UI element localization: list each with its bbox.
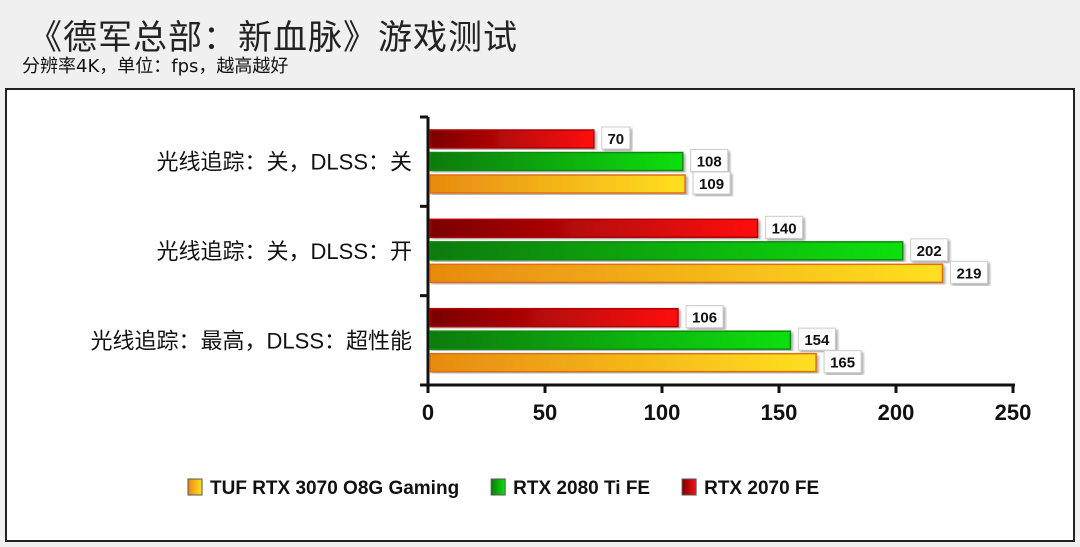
bar-tuf-rtx-3070-o8g-gaming: [429, 174, 686, 194]
x-tick-label: 150: [761, 400, 798, 425]
data-label: 219: [956, 265, 981, 282]
data-label: 154: [804, 332, 830, 349]
chart-title: 《德军总部：新血脉》游戏测试: [28, 18, 518, 58]
bar-tuf-rtx-3070-o8g-gaming: [429, 352, 817, 373]
bar-rtx-2070-fe: [429, 307, 679, 328]
x-tick-label: 50: [533, 400, 557, 425]
data-label: 202: [917, 243, 942, 260]
chart-subtitle: 分辨率4K，单位：fps，越高越好: [22, 56, 289, 77]
x-tick-label: 100: [644, 400, 681, 425]
data-label: 70: [607, 131, 624, 148]
bar-rtx-2080-ti-fe: [429, 151, 684, 172]
bar-rtx-2070-fe: [429, 218, 759, 239]
data-label-box: [765, 215, 804, 239]
data-label-box: [692, 171, 731, 195]
data-label: 108: [697, 154, 722, 171]
legend-label: RTX 2070 FE: [704, 478, 819, 499]
category-label: 光线追踪：最高，DLSS：超性能: [91, 328, 412, 353]
data-label: 140: [772, 220, 797, 237]
data-label-box: [949, 260, 988, 284]
data-label-box: [823, 350, 862, 374]
data-label-box: [797, 327, 836, 351]
data-label: 165: [830, 355, 855, 372]
legend-swatch: [187, 478, 203, 496]
legend-label: TUF RTX 3070 O8G Gaming: [210, 478, 459, 499]
data-label-box: [685, 305, 724, 329]
legend-label: RTX 2080 Ti FE: [513, 478, 650, 499]
bar-rtx-2080-ti-fe: [429, 241, 904, 261]
x-tick-label: 250: [995, 400, 1032, 425]
bar-rtx-2070-fe: [429, 129, 595, 149]
bar-rtx-2080-ti-fe: [429, 330, 792, 350]
data-label-box: [910, 238, 949, 262]
category-label: 光线追踪：关，DLSS：关: [157, 150, 412, 175]
bar-tuf-rtx-3070-o8g-gaming: [429, 263, 944, 284]
legend-swatch: [490, 478, 506, 496]
category-label: 光线追踪：关，DLSS：开: [157, 239, 412, 264]
data-label-box: [601, 126, 631, 150]
x-tick-label: 0: [422, 400, 434, 425]
data-label: 106: [692, 310, 717, 327]
x-tick-label: 200: [878, 400, 915, 425]
data-label: 109: [699, 176, 724, 193]
legend-swatch: [681, 478, 697, 496]
